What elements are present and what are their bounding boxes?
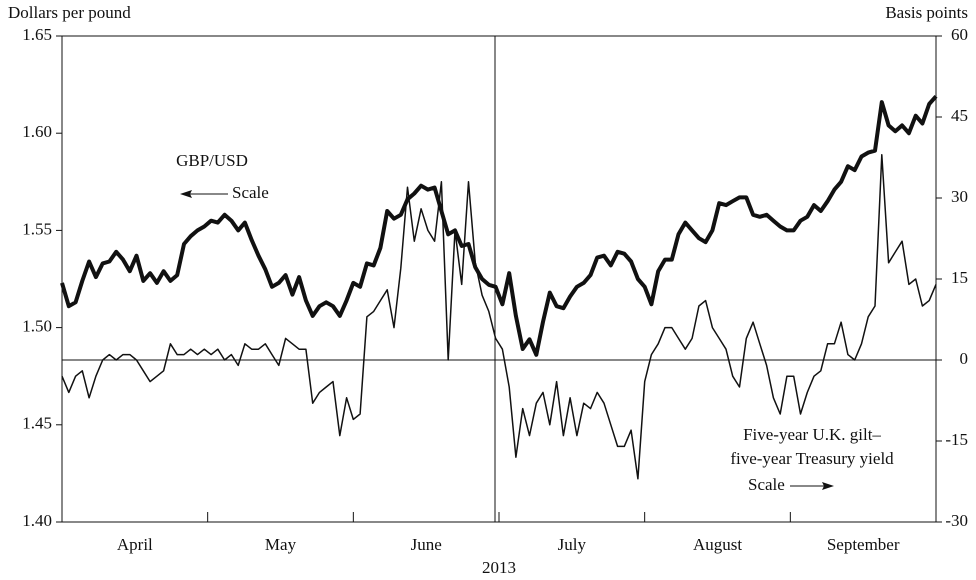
annotation: five-year Treasury yield (730, 449, 894, 468)
y2-tick-label: -15 (945, 430, 968, 449)
y-tick-label: 1.55 (22, 219, 52, 238)
series-line (60, 94, 938, 357)
x-tick-label: June (411, 535, 442, 554)
y-axis-label: Dollars per pound (8, 3, 131, 22)
x-tick-label: September (827, 535, 900, 554)
y-tick-label: 1.50 (22, 317, 52, 336)
annotation: Scale (232, 183, 269, 202)
y-tick-label: 1.45 (22, 414, 52, 433)
y2-tick-label: 60 (951, 25, 968, 44)
series-line (61, 154, 937, 480)
annotation: GBP/USD (176, 151, 248, 170)
y-tick-label: 1.40 (22, 511, 52, 530)
y2-tick-label: 0 (960, 349, 969, 368)
y2-tick-label: 45 (951, 106, 968, 125)
x-axis-label: 2013 (482, 558, 516, 577)
y2-tick-label: 30 (951, 187, 968, 206)
y2-tick-label: -30 (945, 511, 968, 530)
arrowhead (822, 482, 834, 490)
x-tick-label: August (693, 535, 742, 554)
x-tick-label: July (558, 535, 587, 554)
y2-axis-label: Basis points (885, 3, 968, 22)
x-tick-label: May (265, 535, 297, 554)
x-tick-label: April (117, 535, 153, 554)
arrowhead (180, 190, 192, 198)
annotation: Scale (748, 475, 785, 494)
y-tick-label: 1.65 (22, 25, 52, 44)
annotation: Five-year U.K. gilt– (743, 425, 881, 444)
y-tick-label: 1.60 (22, 122, 52, 141)
y2-tick-label: 15 (951, 268, 968, 287)
